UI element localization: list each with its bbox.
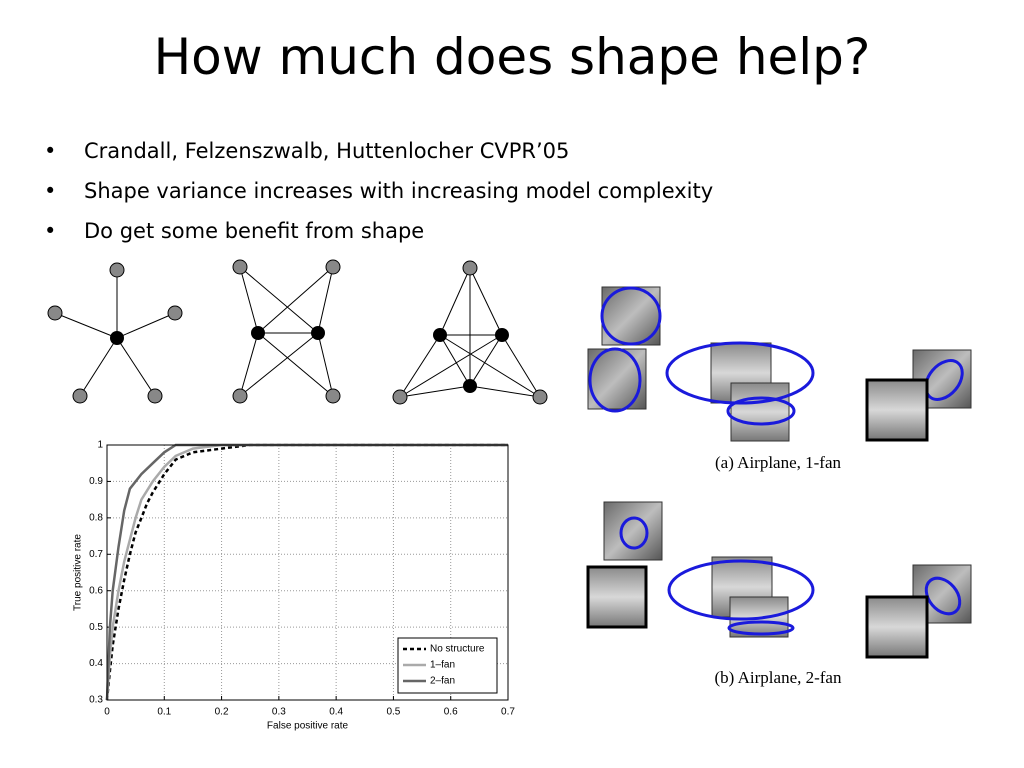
y-axis-label: True positive rate [73, 534, 84, 611]
y-tick-label: 1 [97, 440, 103, 451]
slide-title: How much does shape help? [153, 28, 871, 86]
bullet: Do get some benefit from shape [44, 216, 713, 256]
x-tick-label: 0.2 [215, 707, 229, 718]
y-tick-label: 0.4 [89, 658, 103, 669]
roc-line [105, 443, 508, 701]
y-tick-label: 0.9 [89, 476, 103, 487]
x-tick-label: 0.5 [386, 707, 400, 718]
y-tick-label: 0.6 [89, 585, 103, 596]
x-tick-label: 0.1 [157, 707, 171, 718]
y-tick-label: 0.8 [89, 512, 103, 523]
roc-line [105, 443, 508, 701]
x-tick-label: 0 [104, 707, 110, 718]
x-tick-label: 0.4 [329, 707, 343, 718]
two-fan-graph [392, 260, 548, 405]
roc-line [105, 443, 508, 701]
y-tick-label: 0.3 [89, 695, 103, 706]
legend-label: 1–fan [430, 660, 455, 671]
legend-label: No structure [430, 644, 485, 655]
x-tick-label: 0.7 [501, 707, 515, 718]
plot-frame [106, 444, 509, 701]
bullet: Shape variance increases with increasing… [44, 176, 713, 216]
x-tick-label: 0.3 [272, 707, 286, 718]
x-tick-label: 0.6 [444, 707, 458, 718]
star-graph [47, 262, 183, 404]
y-tick-label: 0.5 [89, 622, 103, 633]
y-tick-label: 0.7 [89, 549, 103, 560]
part-images-b: (b) Airplane, 2-fan [586, 501, 972, 687]
caption: (b) Airplane, 2-fan [715, 668, 842, 687]
caption: (a) Airplane, 1-fan [715, 453, 842, 472]
bullet-list: Crandall, Felzenszwalb, Huttenlocher CVP… [44, 136, 713, 256]
one-fan-graph [232, 259, 341, 404]
legend-label: 2–fan [430, 676, 455, 687]
x-axis-label: False positive rate [267, 721, 349, 732]
roc-chart: 0 0.1 0.2 0.3 0.4 0.5 0.6 0.7 0.3 0.4 0.5 0.6 0.7 0.8… [73, 440, 516, 732]
part-images-a: (a) Airplane, 1-fan [587, 286, 972, 472]
bullet: Crandall, Felzenszwalb, Huttenlocher CVP… [44, 136, 713, 176]
